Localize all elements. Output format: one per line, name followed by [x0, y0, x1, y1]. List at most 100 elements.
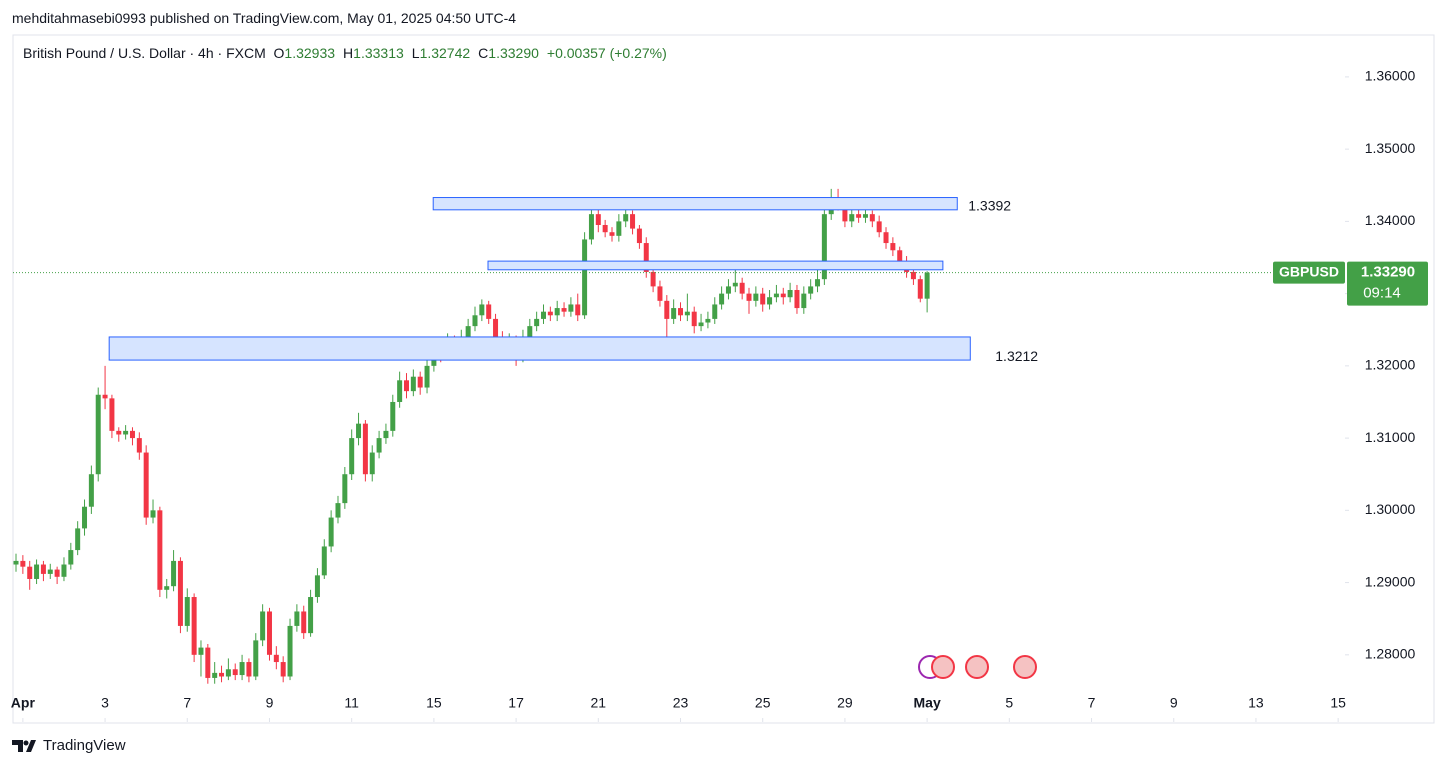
candle-body — [739, 282, 745, 294]
candle-body — [924, 272, 930, 299]
candle-body — [582, 239, 588, 316]
candle-body — [116, 430, 122, 435]
candle-body — [369, 452, 375, 475]
x-tick-label: May — [914, 695, 941, 711]
x-tick-label: 29 — [837, 695, 853, 711]
x-tick-label: 9 — [1170, 695, 1178, 711]
candle-body — [424, 365, 430, 388]
candle-body — [88, 474, 94, 507]
x-tick-label: 13 — [1248, 695, 1264, 711]
candle-body — [212, 672, 218, 678]
candle-body — [869, 214, 875, 222]
x-tick-label: 17 — [508, 695, 524, 711]
zone-label: 1.3392 — [968, 198, 1011, 214]
ohlc-value: 1.33290 — [488, 45, 539, 61]
candle-body — [349, 438, 355, 475]
candle-body — [301, 611, 307, 634]
x-tick-label: 21 — [591, 695, 607, 711]
candle-body — [595, 214, 601, 225]
candle-body — [356, 423, 362, 439]
candle-body — [184, 597, 190, 626]
candle-body — [143, 452, 149, 518]
ohlc-label: O — [273, 45, 285, 61]
candle-body — [664, 300, 670, 319]
x-tick-label: 9 — [266, 695, 274, 711]
candle-body — [561, 308, 567, 312]
candle-body — [732, 282, 738, 287]
candle-body — [554, 308, 560, 316]
candle-body — [13, 560, 19, 565]
candle-body — [856, 214, 862, 218]
symbol-label: GBPUSD — [1279, 263, 1339, 279]
candle-body — [20, 560, 26, 567]
ohlc-label: H — [343, 45, 354, 61]
candle-body — [493, 318, 499, 337]
candle-body — [815, 279, 821, 287]
candle-body — [753, 293, 759, 301]
candle-body — [383, 430, 389, 439]
candle-body — [239, 662, 245, 676]
candle-body — [246, 662, 252, 677]
candle-body — [157, 510, 163, 590]
candle-body — [191, 597, 197, 655]
countdown: 09:14 — [1363, 285, 1401, 302]
candle-body — [479, 304, 485, 316]
candle-body — [650, 271, 656, 287]
ohlc-value: 1.32742 — [419, 45, 471, 61]
candle-body — [314, 575, 320, 598]
candle-body — [801, 293, 807, 309]
candle-body — [54, 569, 60, 577]
candle-body — [534, 318, 540, 327]
legend-header: British Pound / U.S. Dollar · 4h · FXCM … — [23, 45, 667, 61]
candle-body — [486, 304, 492, 319]
candle-body — [643, 243, 649, 272]
candle-body — [362, 423, 368, 475]
candle-body — [616, 221, 622, 236]
candle-body — [678, 308, 684, 316]
candle-body — [219, 672, 225, 677]
candle-body — [725, 286, 731, 294]
x-tick-label: 11 — [344, 695, 359, 711]
candle-body — [472, 315, 478, 327]
candle-body — [602, 224, 608, 233]
candle-body — [266, 611, 272, 655]
candle-body — [910, 271, 916, 280]
candle-body — [588, 214, 594, 240]
event-icon — [931, 655, 955, 679]
candle-body — [568, 304, 574, 312]
candle-body — [129, 430, 135, 439]
zone — [487, 260, 944, 271]
symbol-title: British Pound / U.S. Dollar · 4h · FXCM — [23, 45, 266, 61]
candle-body — [527, 326, 533, 337]
change: +0.00357 (+0.27%) — [546, 45, 667, 61]
candle-body — [698, 322, 704, 327]
candle-body — [547, 311, 553, 316]
candle-body — [253, 640, 259, 677]
x-tick-label: Apr — [11, 695, 36, 711]
candle-body — [34, 564, 40, 579]
ohlc-value: 1.32933 — [284, 45, 336, 61]
candle-body — [171, 560, 177, 587]
y-tick-label: 1.36000 — [1365, 68, 1416, 84]
candle-body — [75, 528, 81, 551]
y-tick-label: 1.35000 — [1365, 140, 1416, 156]
candle-body — [177, 560, 183, 626]
ohlc-label: L — [411, 45, 420, 61]
candle-body — [123, 430, 129, 435]
x-tick-label: 7 — [1088, 695, 1096, 711]
candle-body — [198, 647, 204, 655]
zone — [108, 336, 971, 361]
y-tick-label: 1.31000 — [1365, 429, 1416, 445]
candle-body — [780, 293, 786, 298]
candle-body — [321, 546, 327, 576]
candle-body — [410, 376, 416, 392]
candle-body — [712, 304, 718, 319]
candle-body — [280, 662, 286, 677]
candle-body — [876, 221, 882, 233]
footer: TradingView — [12, 737, 126, 754]
candle-body — [82, 506, 88, 529]
candle-body — [773, 293, 779, 298]
candle-body — [842, 203, 848, 222]
